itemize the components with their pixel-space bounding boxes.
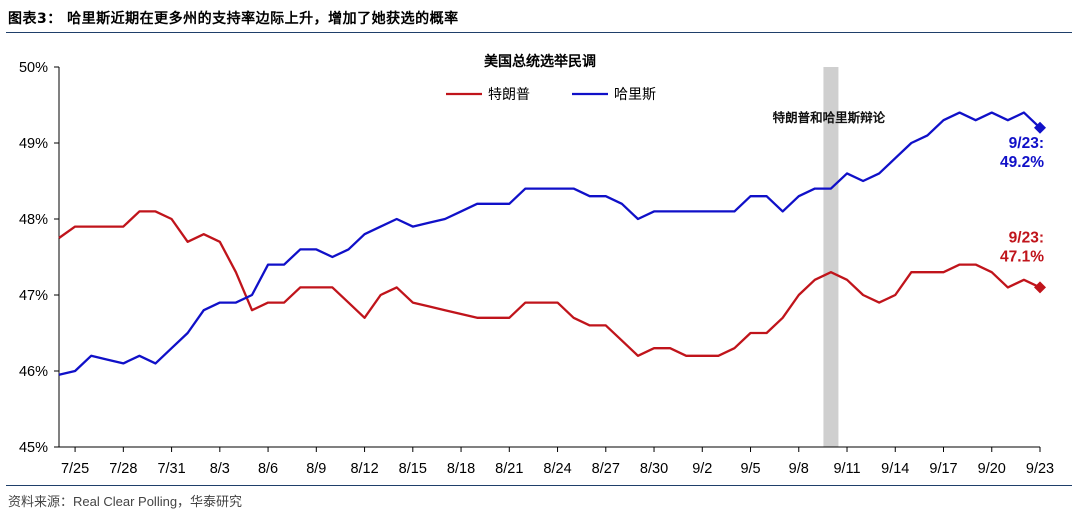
series-end-value-1: 49.2% <box>1000 154 1044 171</box>
x-tick-label: 9/20 <box>978 461 1006 477</box>
footer-rule <box>6 485 1072 486</box>
x-tick-label: 8/30 <box>640 461 668 477</box>
x-tick-label: 8/3 <box>210 461 230 477</box>
x-tick-label: 8/21 <box>495 461 523 477</box>
debate-shaded-band <box>823 67 839 447</box>
x-tick-label: 9/8 <box>789 461 809 477</box>
series-end-marker-1 <box>1034 121 1046 134</box>
x-tick-label: 8/18 <box>447 461 475 477</box>
source-note: 资料来源：Real Clear Polling，华泰研究 <box>8 494 243 509</box>
x-tick-label: 9/17 <box>929 461 957 477</box>
x-tick-label: 9/14 <box>881 461 909 477</box>
x-tick-label: 8/27 <box>592 461 620 477</box>
y-tick-label: 46% <box>19 364 48 380</box>
x-tick-label: 9/11 <box>833 461 860 477</box>
y-tick-label: 50% <box>19 60 48 76</box>
x-tick-label: 7/28 <box>109 461 137 477</box>
y-tick-label: 49% <box>19 136 48 152</box>
series-end-value-0: 47.1% <box>1000 248 1044 265</box>
figure-title: 图表3： 哈里斯近期在更多州的支持率边际上升，增加了她获选的概率 <box>8 11 459 27</box>
series-line-1 <box>58 111 1041 376</box>
x-tick-label: 8/12 <box>350 461 378 477</box>
x-tick-label: 7/31 <box>157 461 185 477</box>
legend-label-1: 哈里斯 <box>614 86 656 102</box>
x-tick-label: 8/24 <box>543 461 571 477</box>
series-end-marker-0 <box>1034 281 1046 294</box>
x-tick-label: 9/23 <box>1026 461 1054 477</box>
header-rule <box>6 32 1072 33</box>
y-tick-label: 48% <box>19 212 48 228</box>
x-tick-label: 9/5 <box>740 461 760 477</box>
series-line-0 <box>58 210 1041 357</box>
x-tick-label: 8/15 <box>399 461 427 477</box>
chart-title: 美国总统选举民调 <box>484 53 596 69</box>
x-tick-label: 8/9 <box>306 461 326 477</box>
legend-label-0: 特朗普 <box>488 86 530 102</box>
x-tick-label: 9/2 <box>692 461 712 477</box>
x-tick-label: 8/6 <box>258 461 278 477</box>
debate-annotation: 特朗普和哈里斯辩论 <box>773 110 886 125</box>
y-tick-label: 45% <box>19 440 48 456</box>
x-tick-label: 7/25 <box>61 461 89 477</box>
series-end-date-1: 9/23: <box>1009 135 1044 152</box>
figure-header: 图表3： 哈里斯近期在更多州的支持率边际上升，增加了她获选的概率 <box>8 8 1072 30</box>
series-end-date-0: 9/23: <box>1009 229 1044 246</box>
y-tick-label: 47% <box>19 288 48 304</box>
